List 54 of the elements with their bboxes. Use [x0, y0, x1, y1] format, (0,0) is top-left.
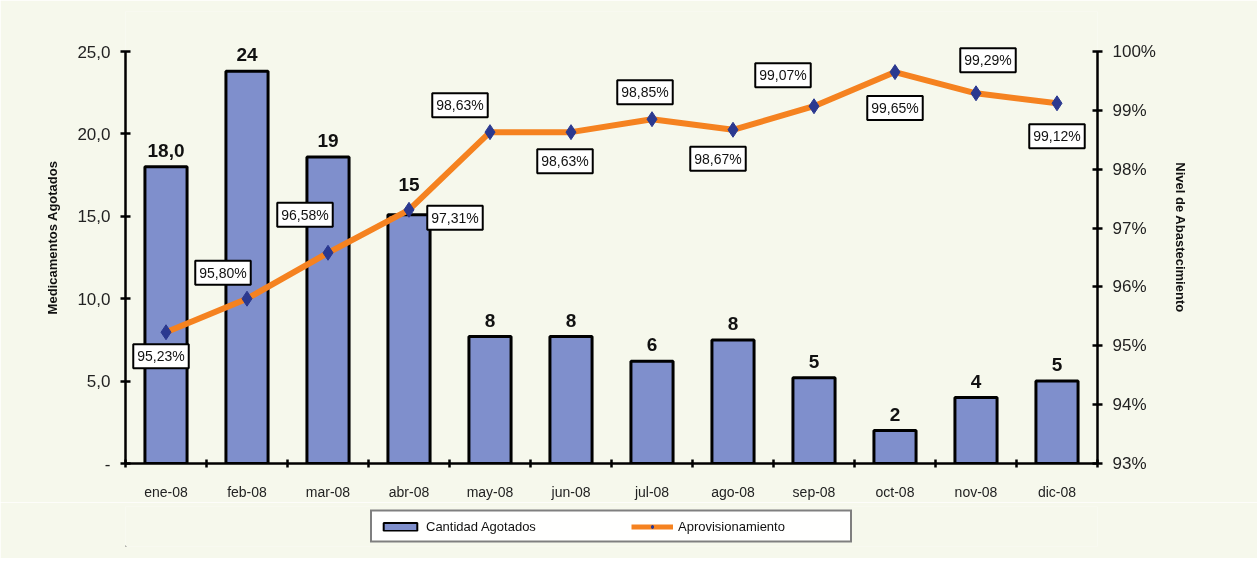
y2-axis-title: Nivel de Abastecimiento [1172, 162, 1188, 313]
data-label: 5 [1051, 354, 1063, 376]
data-label: 98,63% [436, 97, 484, 114]
data-label: 18,0 [147, 139, 185, 161]
data-label: 8 [727, 312, 739, 334]
x-tick-label: jul-08 [633, 483, 670, 500]
data-label: 98,63% [541, 153, 589, 170]
data-label: 8 [484, 309, 496, 331]
x-tick-label: dic-08 [1037, 483, 1077, 500]
y-tick-label: 5,0 [86, 372, 111, 392]
legend-label: Aprovisionamiento [678, 518, 786, 534]
data-label: 95,80% [199, 264, 247, 281]
data-label: 4 [970, 370, 982, 392]
x-tick-label: ago-08 [711, 483, 756, 500]
data-label: 8 [565, 309, 577, 331]
y-tick-label: 25,0 [77, 42, 111, 62]
y2-tick-label: 98% [1112, 159, 1147, 179]
y-tick-label: 15,0 [77, 207, 111, 227]
data-label: 99,29% [964, 52, 1012, 69]
y2-tick-label: 93% [1112, 454, 1147, 473]
x-tick-label: oct-08 [875, 483, 915, 500]
y2-tick-label: 100% [1112, 42, 1156, 61]
data-label: 15 [398, 173, 420, 195]
x-tick-label: may-08 [466, 483, 514, 500]
data-label: 96,58% [281, 206, 329, 223]
y2-tick-label: 94% [1112, 395, 1147, 415]
y2-tick-label: 99% [1112, 100, 1147, 120]
data-label: 24 [236, 44, 258, 66]
data-label: 2 [889, 403, 901, 425]
data-label: 95,23% [137, 348, 185, 365]
x-tick-label: mar-08 [305, 483, 351, 500]
data-label: 99,12% [1033, 128, 1081, 145]
y2-tick-label: 97% [1112, 218, 1147, 238]
y2-tick-label: 95% [1112, 336, 1147, 356]
data-label: 98,85% [621, 84, 669, 101]
y-tick-label: 20,0 [77, 124, 111, 144]
legend-label: Cantidad Agotados [426, 518, 537, 534]
data-label: 99,07% [759, 67, 807, 84]
data-label: 98,67% [694, 150, 742, 167]
x-tick-label: nov-08 [954, 483, 998, 500]
x-tick-label: sep-08 [792, 483, 836, 500]
y-tick-label: 10,0 [77, 289, 111, 309]
x-tick-label: feb-08 [227, 483, 268, 500]
data-label: 6 [646, 334, 658, 356]
y-axis-title: Medicamentos Agotados [45, 161, 61, 315]
y2-tick-label: 96% [1112, 277, 1147, 297]
x-tick-label: jun-08 [550, 483, 591, 500]
data-label: 99,65% [871, 100, 919, 117]
x-tick-label: abr-08 [388, 483, 430, 500]
y-tick-label: - [104, 454, 111, 474]
data-label: 19 [317, 129, 339, 151]
x-tick-label: ene-08 [144, 483, 189, 500]
data-label: 97,31% [431, 209, 479, 226]
data-label: 5 [808, 350, 820, 372]
